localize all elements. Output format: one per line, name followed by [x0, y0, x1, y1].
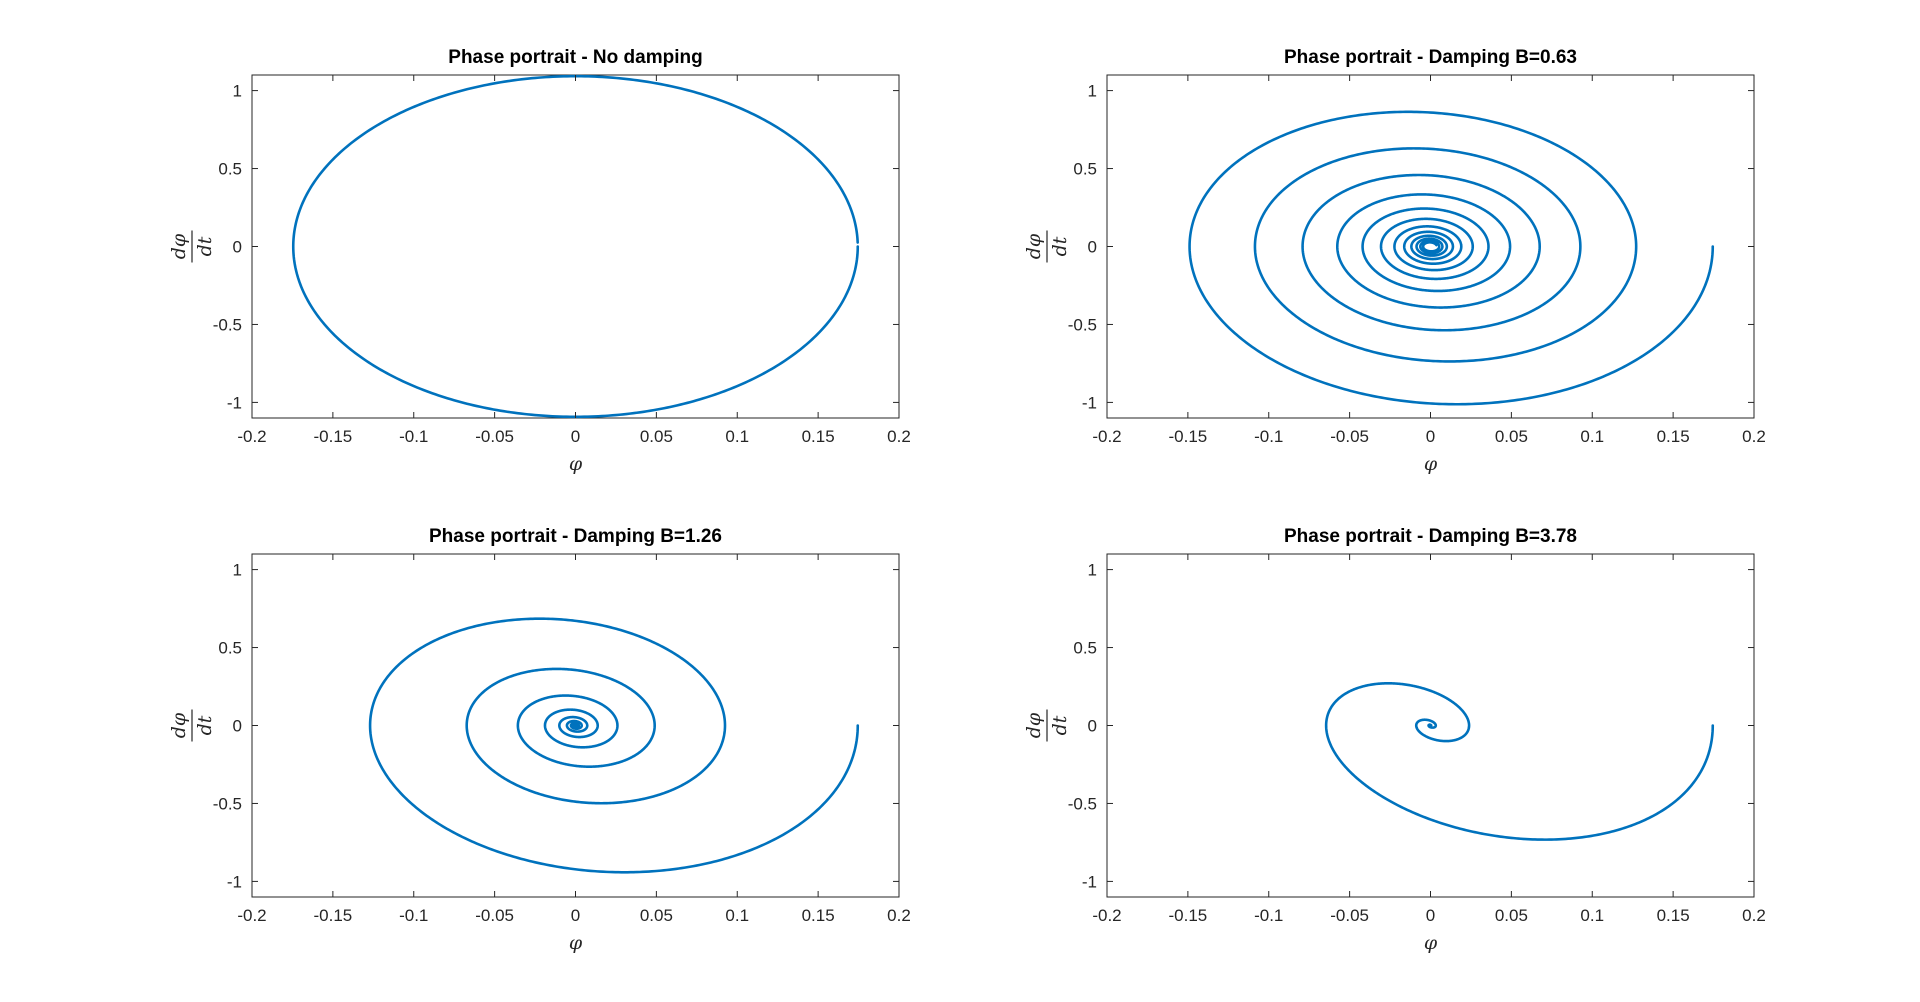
- trajectory-line: [1324, 682, 1715, 841]
- y-label-numerator: dφ: [1023, 233, 1045, 259]
- y-tick-label: 0.5: [218, 160, 242, 179]
- x-tick-label: -0.2: [237, 906, 266, 925]
- y-tick-label: -1: [227, 872, 242, 891]
- y-tick-label: -0.5: [213, 794, 242, 813]
- y-tick-label: -0.5: [1068, 794, 1097, 813]
- axes-frame: [251, 74, 900, 419]
- y-tick-label: -1: [1082, 393, 1097, 412]
- x-tick-label: -0.2: [237, 427, 266, 446]
- x-tick-label: -0.05: [1330, 427, 1369, 446]
- y-tick-label: 1: [1088, 82, 1097, 101]
- y-tick-label: 0: [1088, 238, 1097, 257]
- trajectory-line: [368, 617, 860, 874]
- x-axis-label: φ: [1424, 932, 1438, 954]
- y-tick-label: -0.5: [213, 315, 242, 334]
- x-tick-label: 0.05: [640, 427, 673, 446]
- y-axis-label: dφ dt: [168, 230, 216, 263]
- x-tick-label: 0.05: [640, 906, 673, 925]
- y-tick-label: 0.5: [1073, 160, 1097, 179]
- y-tick-label: 1: [233, 82, 242, 101]
- x-tick-label: 0.05: [1495, 427, 1528, 446]
- subplot-2: -0.2 -0.15 -0.1 -0.05 0 0.05 0.1 0.15 0.2 1 0.5 0 -0…: [1023, 47, 1766, 475]
- x-tick-label: 0: [1426, 427, 1435, 446]
- y-label-numerator: dφ: [1023, 712, 1045, 738]
- subplot-4: -0.2 -0.15 -0.1 -0.05 0 0.05 0.1 0.15 0.2 1 0.5 0 -0…: [1023, 526, 1766, 954]
- y-axis-label: dφ dt: [1023, 230, 1071, 263]
- x-tick-label: 0.15: [802, 427, 835, 446]
- x-tick-label: 0.1: [1580, 906, 1604, 925]
- subplot-title: Phase portrait - Damping B=1.26: [429, 526, 722, 547]
- x-tick-label: -0.15: [1169, 906, 1208, 925]
- x-tick-label: -0.2: [1092, 427, 1121, 446]
- x-tick-label: 0.15: [1657, 906, 1690, 925]
- x-axis-label: φ: [569, 932, 583, 954]
- y-tick-label: -0.5: [1068, 315, 1097, 334]
- x-axis-label: φ: [1424, 453, 1438, 475]
- y-tick-label: 1: [1088, 561, 1097, 580]
- x-tick-label: 0.15: [802, 906, 835, 925]
- axes-frame: [1106, 74, 1755, 419]
- x-tick-label: -0.05: [475, 906, 514, 925]
- y-tick-label: 0.5: [1073, 639, 1097, 658]
- y-label-numerator: dφ: [168, 233, 190, 259]
- y-label-denominator: dt: [194, 715, 216, 735]
- subplot-title: Phase portrait - Damping B=0.63: [1284, 47, 1577, 68]
- y-axis-label: dφ dt: [1023, 709, 1071, 742]
- subplot-title: Phase portrait - Damping B=3.78: [1284, 526, 1577, 547]
- y-tick-label: 0: [1088, 717, 1097, 736]
- y-label-denominator: dt: [1049, 715, 1071, 735]
- x-tick-label: -0.1: [399, 906, 428, 925]
- x-tick-label: -0.05: [1330, 906, 1369, 925]
- y-tick-label: -1: [1082, 872, 1097, 891]
- y-label-denominator: dt: [1049, 236, 1071, 256]
- x-tick-label: 0.2: [887, 906, 911, 925]
- x-tick-label: -0.15: [314, 427, 353, 446]
- x-tick-label: 0.2: [1742, 427, 1766, 446]
- x-tick-label: -0.2: [1092, 906, 1121, 925]
- trajectory-line: [291, 74, 860, 419]
- subplot-1: -0.2 -0.15 -0.1 -0.05 0 0.05 0.1 0.15 0.2 1 0.5 0 -0…: [168, 47, 911, 475]
- x-tick-label: 0.15: [1657, 427, 1690, 446]
- x-tick-label: 0: [1426, 906, 1435, 925]
- x-tick-label: 0.05: [1495, 906, 1528, 925]
- x-tick-label: 0.1: [725, 427, 749, 446]
- x-tick-label: -0.15: [314, 906, 353, 925]
- subplot-3: -0.2 -0.15 -0.1 -0.05 0 0.05 0.1 0.15 0.2 1 0.5 0 -0…: [168, 526, 911, 954]
- y-tick-label: 0.5: [218, 639, 242, 658]
- y-label-numerator: dφ: [168, 712, 190, 738]
- x-axis-label: φ: [569, 453, 583, 475]
- x-tick-label: -0.1: [399, 427, 428, 446]
- x-tick-label: 0.1: [725, 906, 749, 925]
- y-axis-label: dφ dt: [168, 709, 216, 742]
- x-tick-label: 0.2: [1742, 906, 1766, 925]
- y-tick-label: 0: [233, 717, 242, 736]
- x-tick-label: 0.1: [1580, 427, 1604, 446]
- y-label-denominator: dt: [194, 236, 216, 256]
- x-tick-label: -0.1: [1254, 906, 1283, 925]
- x-tick-label: 0: [571, 427, 580, 446]
- y-tick-label: 1: [233, 561, 242, 580]
- x-tick-label: -0.15: [1169, 427, 1208, 446]
- x-tick-label: 0.2: [887, 427, 911, 446]
- trajectory-line: [1188, 110, 1715, 406]
- x-tick-label: -0.05: [475, 427, 514, 446]
- x-tick-label: -0.1: [1254, 427, 1283, 446]
- x-tick-label: 0: [571, 906, 580, 925]
- y-tick-label: 0: [233, 238, 242, 257]
- subplot-title: Phase portrait - No damping: [448, 47, 702, 68]
- y-tick-label: -1: [227, 393, 242, 412]
